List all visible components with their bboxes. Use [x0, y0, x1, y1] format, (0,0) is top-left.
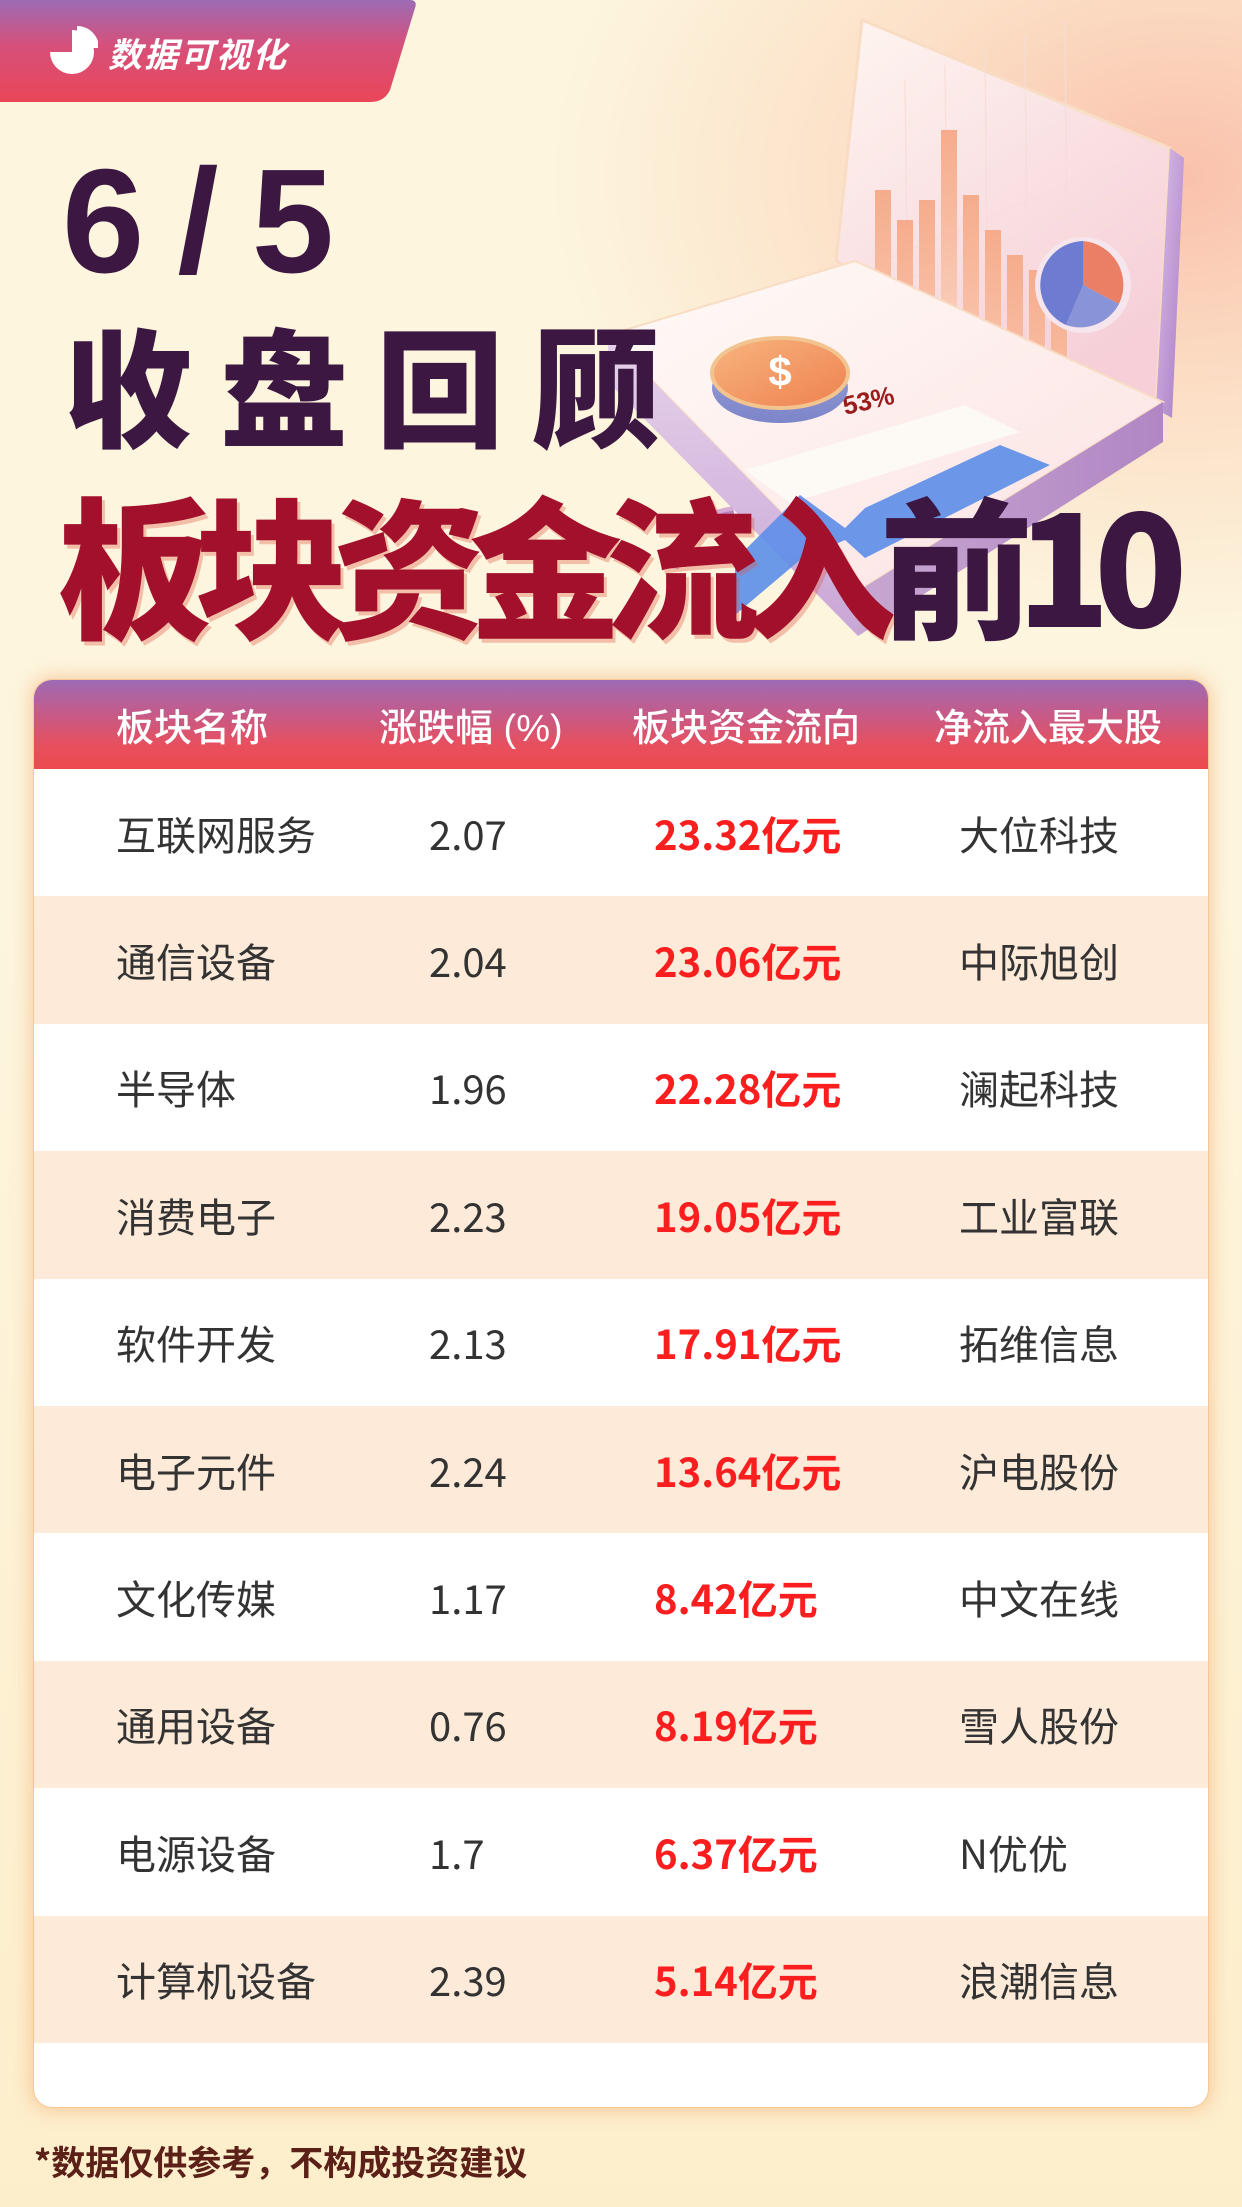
- svg-text:$: $: [768, 348, 791, 395]
